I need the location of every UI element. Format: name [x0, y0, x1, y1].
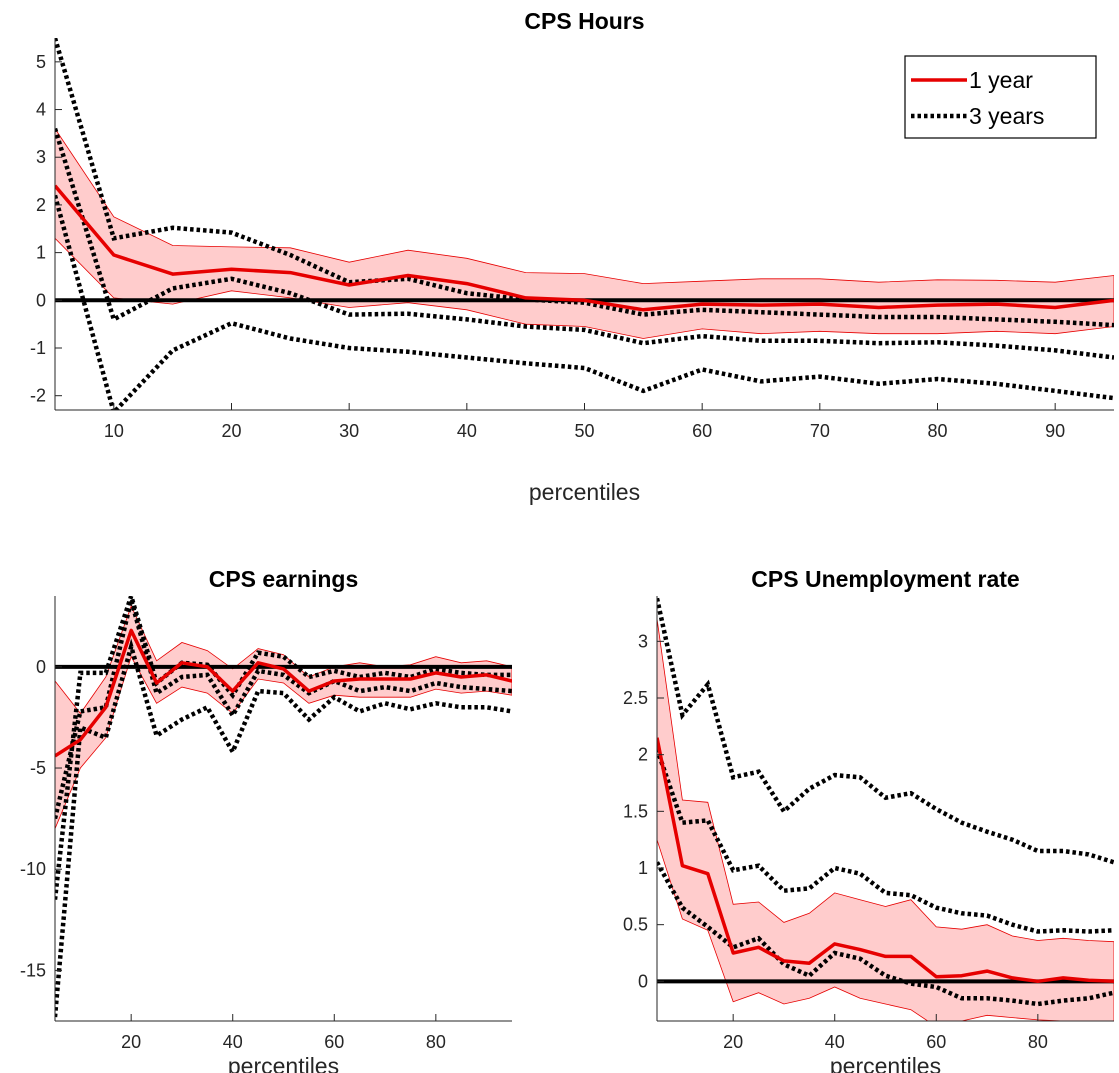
chart-title: CPS Hours [524, 8, 644, 34]
y-tick-label: 1 [36, 243, 46, 263]
series-line-1-year [55, 184, 1114, 312]
y-tick-label: 5 [36, 52, 46, 72]
chart-panel-0: -2 -1 0 1 2 3 4 5 10 20 30 40 50 60 70 80 90 CPS Hours per… [30, 8, 1114, 505]
y-tick-label: 0 [638, 971, 648, 991]
x-tick-label: 20 [121, 1032, 141, 1052]
y-tick-label: 1.5 [623, 801, 648, 821]
series-line-1-year [55, 628, 512, 758]
series-line-3-years-0 [657, 748, 1114, 934]
chart-title: CPS Unemployment rate [751, 566, 1019, 592]
y-tick-label: 4 [36, 100, 46, 120]
x-tick-label: 40 [223, 1032, 243, 1052]
x-tick-label: 40 [825, 1032, 845, 1052]
legend-label-1-year: 1 year [969, 67, 1033, 93]
chart-title: CPS earnings [209, 566, 359, 592]
y-tick-label: 3 [36, 147, 46, 167]
x-axis-label: percentiles [228, 1053, 339, 1073]
confidence-band-1-year [55, 605, 512, 829]
plot-area [55, 596, 512, 1018]
x-tick-label: 10 [104, 421, 124, 441]
y-tick-label: 0 [36, 657, 46, 677]
legend-label-3-years: 3 years [969, 103, 1044, 129]
x-tick-label: 70 [810, 421, 830, 441]
y-tick-label: -5 [30, 758, 46, 778]
y-tick-label: -1 [30, 338, 46, 358]
y-tick-label: 0 [36, 290, 46, 310]
x-tick-label: 60 [692, 421, 712, 441]
y-tick-label: 2 [638, 745, 648, 765]
x-tick-label: 80 [1028, 1032, 1048, 1052]
plot-area [55, 38, 1114, 410]
series-line-3-years-1 [55, 638, 512, 1018]
series-line-3-years-0 [55, 599, 512, 820]
series-line-1-year [657, 737, 1114, 984]
y-tick-label: 1 [638, 858, 648, 878]
series-line-3-years-1 [55, 194, 1114, 410]
x-tick-label: 90 [1045, 421, 1065, 441]
y-tick-label: -15 [20, 960, 46, 980]
y-tick-label: -10 [20, 859, 46, 879]
y-tick-label: -2 [30, 386, 46, 406]
y-tick-label: 3 [638, 631, 648, 651]
x-tick-label: 20 [221, 421, 241, 441]
y-tick-label: 0.5 [623, 915, 648, 935]
x-tick-label: 40 [457, 421, 477, 441]
chart-panel-1: -15 -10 -5 0 20 40 60 80 CPS earnings percentiles [20, 566, 512, 1073]
x-tick-label: 30 [339, 421, 359, 441]
y-tick-label: 2 [36, 195, 46, 215]
series-line-3-years-2 [657, 597, 1114, 865]
confidence-band-1-year [657, 618, 1114, 1021]
x-axis-label: percentiles [830, 1053, 941, 1073]
x-axis-label: percentiles [529, 479, 640, 505]
chart-panel-2: 0 0.5 1 1.5 2 2.5 3 20 40 60 80 CPS Unemployment ra… [623, 566, 1114, 1073]
plot-area [657, 597, 1114, 1021]
x-tick-label: 60 [926, 1032, 946, 1052]
x-tick-label: 50 [574, 421, 594, 441]
x-tick-label: 80 [426, 1032, 446, 1052]
series-line-3-years-2 [55, 596, 512, 900]
series-line-3-years-0 [55, 127, 1114, 360]
legend-box [904, 55, 1097, 139]
x-tick-label: 20 [723, 1032, 743, 1052]
legend: 1 year 3 years [904, 55, 1097, 139]
x-tick-label: 60 [324, 1032, 344, 1052]
series-line-3-years-2 [55, 38, 1114, 328]
x-tick-label: 80 [927, 421, 947, 441]
confidence-band-1-year [55, 127, 1114, 339]
y-tick-label: 2.5 [623, 688, 648, 708]
